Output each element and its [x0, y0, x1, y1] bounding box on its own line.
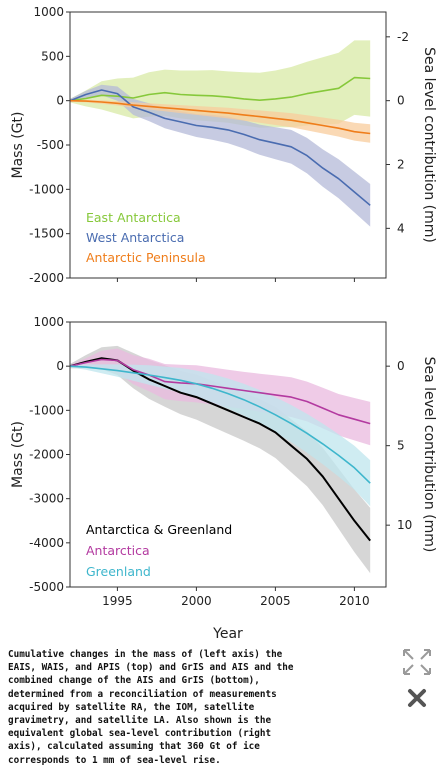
uncertainty-band-1	[70, 84, 371, 227]
y-tick-label: -1500	[29, 227, 64, 241]
y-tick-label: -1000	[29, 403, 64, 417]
y-tick-label: -500	[37, 138, 64, 152]
close-x-icon[interactable]	[400, 683, 434, 715]
top-panel-antarctic-basins: 1000 500 0 -500 -1000 -1500 -2000 -2 0 2 4 Mass (Gt…	[10, 5, 437, 285]
y-tick-label: 1000	[33, 315, 64, 329]
series-line-1	[69, 89, 371, 206]
y-tick-label: 0	[56, 94, 64, 108]
figure-caption: Cumulative changes in the mass of (left …	[8, 649, 294, 766]
legend-entry: Antarctic Peninsula	[86, 250, 206, 265]
x-tick-label: 1995	[102, 594, 133, 608]
legend-entry: West Antarctica	[86, 230, 184, 245]
legend-entry: East Antarctica	[86, 210, 181, 225]
bottom-panel-ice-sheets: 1000 0 -1000 -2000 -3000 -4000 -5000 0 5 10 1995 20…	[10, 315, 437, 608]
x-tick-label: 2005	[260, 594, 291, 608]
y-tick-label: -2000	[29, 448, 64, 462]
y-tick-label: -4000	[29, 536, 64, 550]
legend-entry: Antarctica & Greenland	[86, 522, 232, 537]
y2-tick-label: 10	[397, 518, 412, 532]
y-axis-label: Mass (Gt)	[10, 421, 26, 488]
y2-tick-label: 0	[397, 94, 405, 108]
y-tick-label: 500	[41, 49, 64, 63]
y2-tick-label: 5	[397, 439, 405, 453]
x-tick-label: 2000	[181, 594, 212, 608]
y2-tick-label: 0	[397, 359, 405, 373]
y2-axis-label: Sea level contribution (mm)	[421, 47, 437, 243]
y-tick-label: 1000	[33, 5, 64, 19]
y2-tick-label: -2	[397, 30, 409, 44]
uncertainty-band-2	[70, 99, 371, 143]
y-tick-label: 0	[56, 359, 64, 373]
y-tick-label: -1000	[29, 182, 64, 196]
x-tick-label: 2010	[339, 594, 370, 608]
y2-tick-label: 4	[397, 221, 405, 235]
y-tick-label: -5000	[29, 580, 64, 594]
y-tick-label: -2000	[29, 271, 64, 285]
y-tick-label: -3000	[29, 492, 64, 506]
expand-arrows-icon[interactable]	[400, 646, 434, 678]
x-axis-label: Year	[212, 626, 243, 640]
legend-entry: Antarctica	[86, 543, 150, 558]
y-axis-label: Mass (Gt)	[10, 112, 26, 179]
series-line-2	[69, 365, 371, 484]
y2-axis-label: Sea level contribution (mm)	[421, 357, 437, 553]
legend-entry: Greenland	[86, 564, 151, 579]
series-line-1	[69, 358, 371, 425]
y2-tick-label: 2	[397, 158, 405, 172]
series-line-2	[69, 99, 371, 135]
